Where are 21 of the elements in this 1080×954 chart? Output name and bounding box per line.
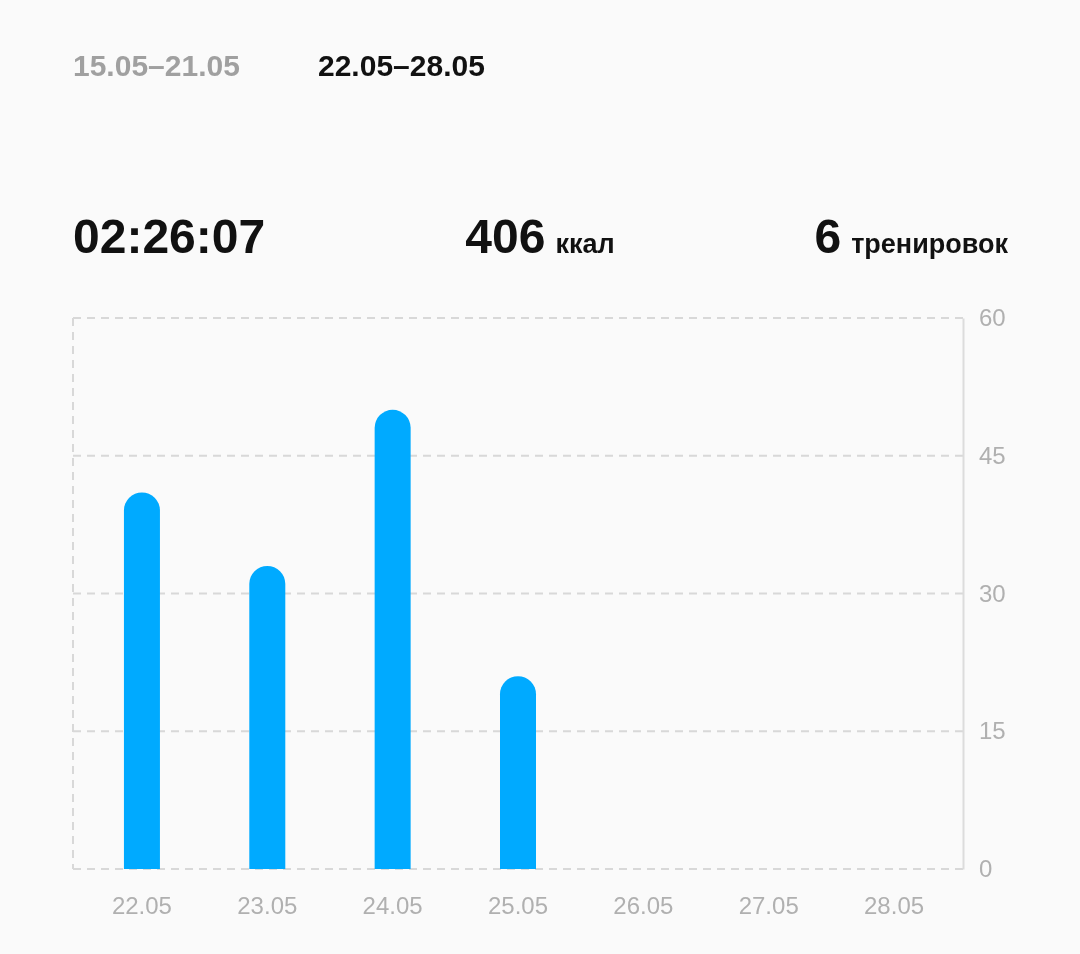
bar	[123, 492, 160, 869]
y-tick-label: 45	[979, 441, 1006, 469]
y-tick-label: 0	[979, 855, 993, 883]
x-tick-label: 27.05	[738, 892, 799, 920]
x-tick-label: 28.05	[864, 892, 925, 920]
bar	[249, 565, 286, 869]
y-tick-label: 15	[979, 717, 1006, 745]
text: 406 ккал	[465, 210, 615, 263]
x-tick-label: 22.05	[111, 892, 172, 920]
chart-title: 22.05–28.05	[318, 49, 485, 82]
x-tick-label: 26.05	[613, 892, 674, 920]
bar	[500, 676, 536, 869]
text: 6 тренировок	[814, 210, 1009, 263]
bar	[374, 409, 411, 869]
text: 15.05–21.05	[73, 49, 240, 82]
y-tick-label: 30	[979, 579, 1006, 607]
x-tick-label: 25.05	[487, 892, 549, 920]
x-tick-label: 24.05	[362, 892, 423, 920]
text: 02:26:07	[73, 210, 266, 263]
x-tick-label: 23.05	[237, 892, 298, 920]
y-tick-label: 60	[979, 304, 1006, 332]
